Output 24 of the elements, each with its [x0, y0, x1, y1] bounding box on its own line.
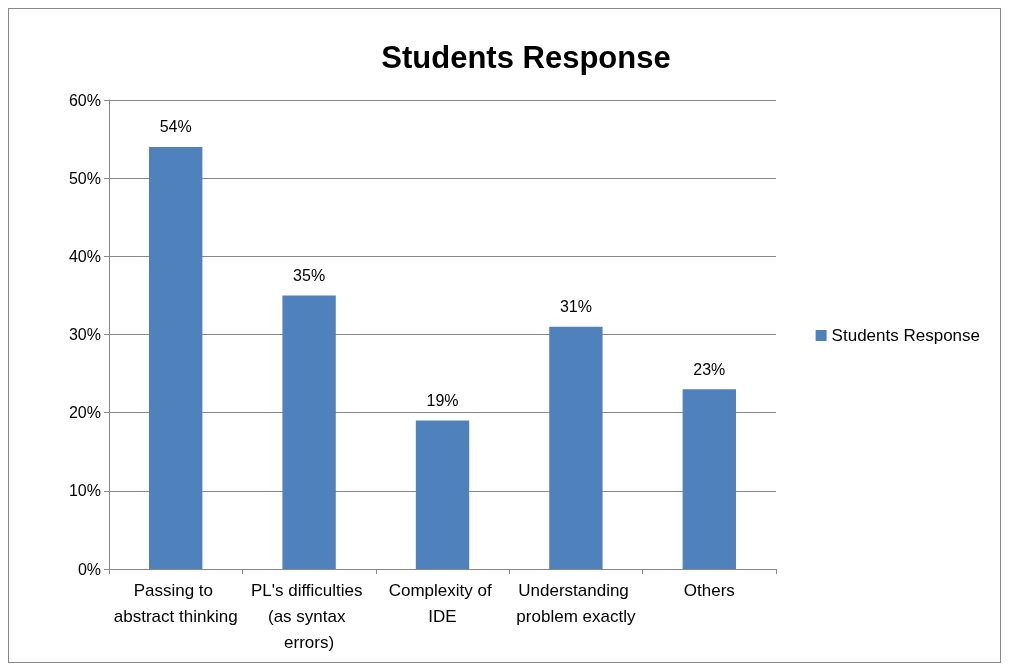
bar [282, 295, 336, 569]
y-tick-label: 60% [68, 91, 101, 109]
text: 54% [159, 118, 192, 136]
x-tick-label: PL's difficulties (as syntax errors) [250, 580, 368, 652]
y-tick-label: 50% [68, 169, 101, 187]
x-tick-label: Understanding problem exactly [516, 580, 636, 626]
text: 23% [693, 360, 726, 378]
bar [149, 146, 203, 569]
x-tick-label: Complexity of IDE [388, 580, 497, 626]
y-tick-label: 10% [68, 482, 101, 500]
x-tick-label: Others [683, 580, 735, 600]
bar [549, 326, 603, 569]
bar [682, 389, 736, 569]
y-tick-label: 0% [77, 560, 101, 578]
y-tick-label: 30% [68, 326, 101, 343]
legend-label: Students Response [831, 326, 981, 345]
text: 31% [559, 298, 592, 316]
text: 35% [293, 266, 326, 284]
text: 19% [426, 391, 459, 409]
x-tick-label: Passing to abstract thinking [113, 580, 238, 626]
y-tick-label: 40% [68, 247, 101, 265]
chart-title: Students Response [381, 40, 671, 75]
bar [415, 420, 470, 569]
y-tick-label: 20% [68, 404, 101, 422]
